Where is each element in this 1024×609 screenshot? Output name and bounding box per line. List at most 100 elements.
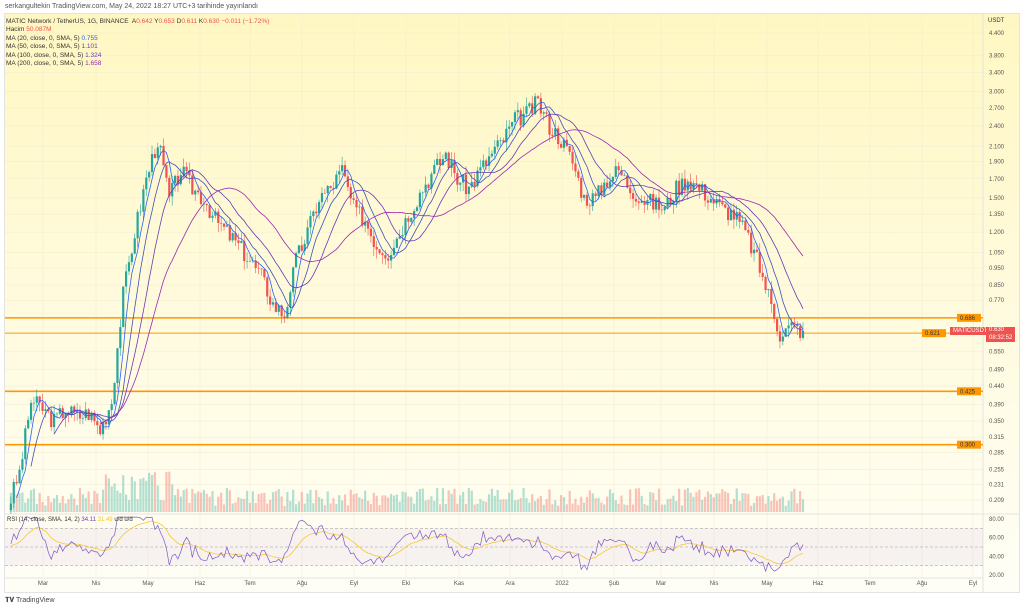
candle-body: [793, 322, 796, 325]
volume-bar: [217, 496, 220, 512]
volume-bar: [623, 504, 626, 512]
ma-line-20: [16, 102, 804, 499]
volume-bar: [646, 505, 649, 512]
month-label: Kas: [454, 581, 464, 587]
candle-body: [303, 243, 306, 251]
volume-bar: [341, 500, 344, 512]
candle-body: [430, 173, 433, 189]
volume-bar: [315, 490, 318, 512]
price-tick: 0.390: [989, 402, 1005, 408]
volume-bar: [277, 489, 280, 512]
candle-body: [571, 151, 574, 164]
volume-bar: [508, 492, 511, 512]
volume-bar: [660, 504, 663, 512]
volume-bar: [99, 503, 102, 512]
candle-body: [585, 194, 589, 206]
candle-body: [12, 481, 15, 504]
volume-bar: [292, 489, 295, 512]
volume-bar: [582, 502, 586, 512]
candle-body: [277, 305, 280, 312]
candle-body: [52, 413, 56, 428]
candle-body: [294, 253, 298, 268]
level-tag: [957, 313, 981, 322]
candle-body: [450, 160, 453, 169]
candle-body: [188, 171, 191, 176]
candle-body: [741, 220, 744, 222]
volume-bar: [50, 502, 53, 512]
volume-bar: [122, 475, 125, 512]
volume-bar: [263, 492, 266, 512]
volume-bar: [136, 499, 139, 512]
candle-body: [519, 110, 522, 126]
candle-body: [271, 302, 275, 305]
volume-bar: [162, 500, 165, 512]
month-label: Tem: [244, 581, 255, 587]
volume-bar: [384, 495, 387, 512]
volume-bar: [179, 496, 182, 512]
candle-body: [127, 262, 131, 272]
candle-body: [559, 144, 563, 148]
volume-bar: [603, 504, 606, 512]
volume-bar: [764, 503, 767, 512]
volume-bar: [70, 494, 73, 512]
volume-bar: [312, 503, 315, 512]
volume-bar: [317, 497, 321, 512]
candle-body: [335, 174, 338, 189]
volume-bar: [712, 497, 715, 512]
candle-body: [211, 215, 214, 218]
candle-body: [274, 302, 277, 312]
volume-bar: [395, 494, 398, 512]
price-tick: 0.350: [989, 419, 1005, 425]
candle-body: [470, 181, 473, 187]
volume-bar: [364, 490, 367, 512]
volume-bar: [352, 494, 355, 512]
price-tick: 0.255: [989, 468, 1005, 474]
candle-body: [770, 288, 773, 305]
volume-bar: [654, 500, 658, 512]
volume-bar: [150, 474, 154, 512]
candle-body: [55, 413, 59, 415]
volume-bar: [194, 493, 197, 512]
price-tick: 3.000: [989, 90, 1005, 96]
volume-bar: [502, 499, 505, 512]
volume-bar: [199, 492, 203, 512]
volume-bar: [188, 502, 191, 512]
volume-bar: [493, 495, 496, 512]
rsi-tick: 60.00: [989, 536, 1005, 542]
tradingview-logo[interactable]: 𝐓𝐕 TradingView: [5, 597, 55, 604]
volume-bar: [81, 494, 84, 512]
volume-bar: [790, 491, 793, 512]
rsi-tick: 80.00: [989, 517, 1005, 523]
candle-body: [510, 121, 514, 127]
volume-bar: [594, 498, 597, 512]
candle-body: [50, 411, 53, 428]
month-label: Haz: [813, 581, 824, 587]
candle-body: [205, 203, 208, 206]
volume-bar: [522, 488, 525, 512]
volume-bar: [27, 498, 30, 512]
candle-body: [692, 183, 695, 190]
candle-body: [145, 177, 148, 190]
ma200-row: MA (200, close, 0, SMA, 5) 1.658: [6, 60, 102, 68]
candle-body: [297, 245, 301, 254]
candle-body: [724, 204, 727, 208]
candle-body: [499, 140, 502, 141]
volume-bar: [113, 483, 116, 512]
candle-body: [657, 197, 661, 210]
candle-body: [787, 325, 790, 329]
candle-body: [675, 180, 678, 202]
volume-bar: [528, 502, 531, 512]
volume-bar: [303, 503, 306, 512]
chart-frame[interactable]: [4, 13, 1020, 593]
month-label: Şub: [609, 581, 620, 587]
candle-body: [9, 503, 12, 510]
volume-bar: [142, 477, 145, 512]
candle-body: [24, 428, 27, 460]
volume-bar: [248, 502, 252, 512]
volume-bar: [701, 499, 704, 512]
volume-bar: [585, 496, 589, 512]
volume-bar: [332, 498, 335, 512]
candle-body: [27, 419, 30, 429]
month-label: Nis: [710, 581, 719, 587]
